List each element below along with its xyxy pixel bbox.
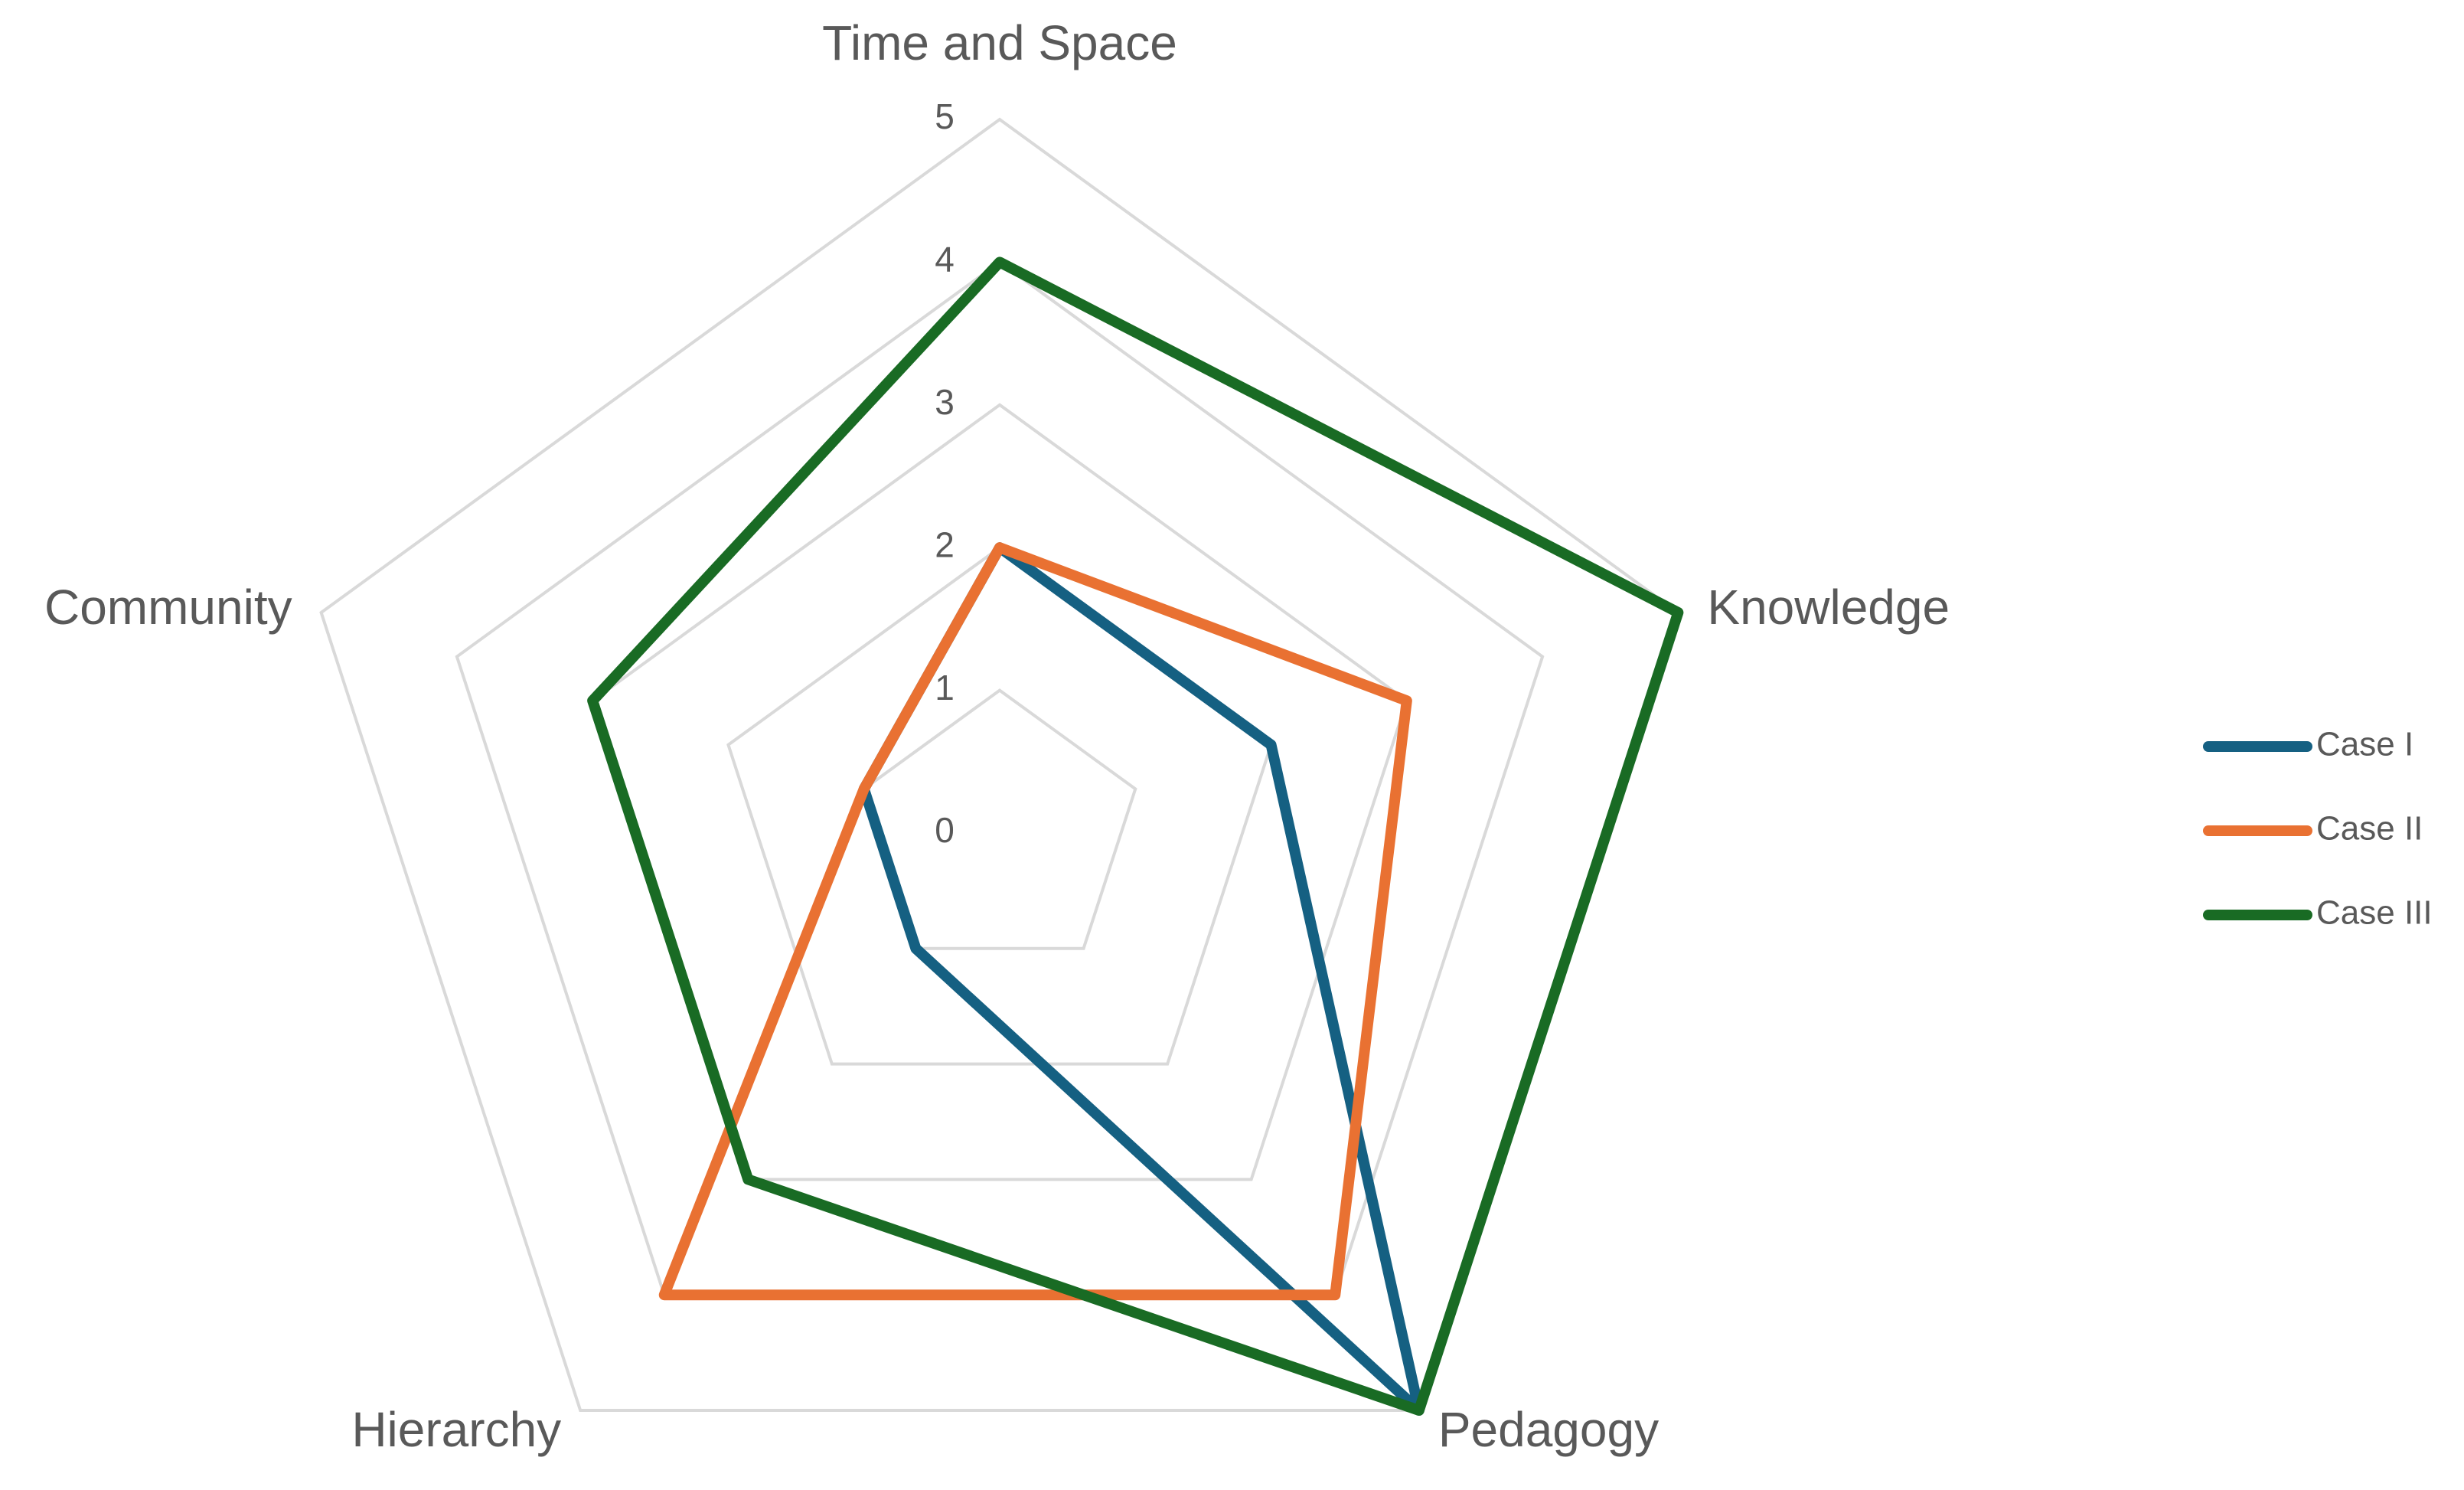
r-tick-label: 5 xyxy=(935,96,955,136)
category-label: Knowledge xyxy=(1707,580,1950,635)
series-line xyxy=(658,542,1412,1301)
category-label: Hierarchy xyxy=(351,1402,561,1457)
r-tick-label: 2 xyxy=(935,524,955,564)
r-tick-label: 0 xyxy=(935,810,955,850)
legend-label: Case I xyxy=(2316,726,2413,763)
r-tick-label: 1 xyxy=(935,668,955,707)
category-label: Time and Space xyxy=(822,15,1177,70)
grid-ring xyxy=(862,688,1137,950)
series-line xyxy=(587,257,1684,1416)
legend-label: Case II xyxy=(2316,810,2423,848)
legend-label: Case III xyxy=(2316,894,2433,932)
r-tick-label: 3 xyxy=(935,382,955,422)
category-label: Community xyxy=(44,580,292,635)
grid-ring xyxy=(726,545,1273,1066)
grid-ring xyxy=(590,403,1409,1181)
category-label: Pedagogy xyxy=(1438,1402,1659,1457)
grid-ring xyxy=(319,117,1680,1412)
r-tick-label: 4 xyxy=(935,240,955,279)
